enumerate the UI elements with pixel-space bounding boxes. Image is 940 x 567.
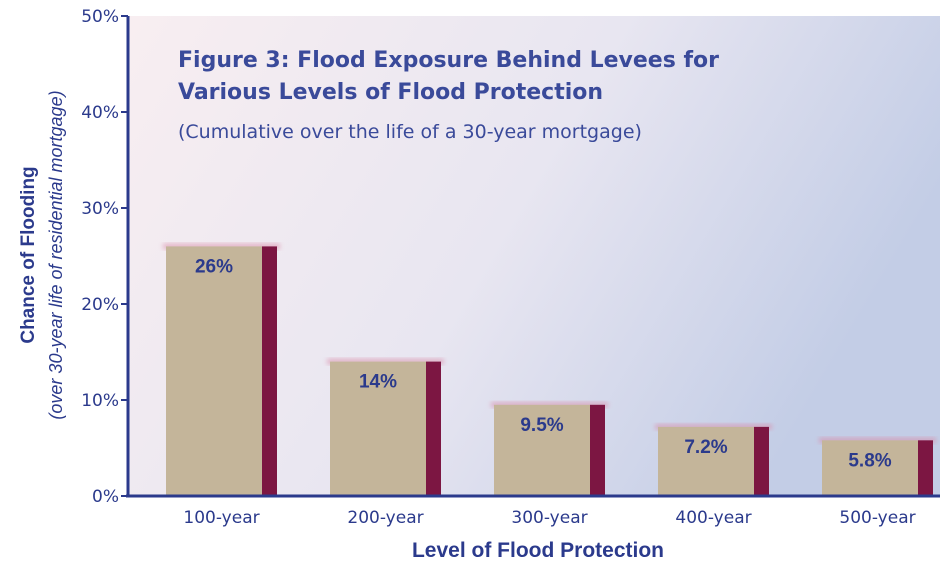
chart-subtitle: (Cumulative over the life of a 30-year m… [178,121,642,143]
bar-side-300-year [590,404,605,496]
data-label: 7.2% [684,437,727,458]
bar-500-year [822,440,918,496]
y-tick-label: 40% [81,103,119,123]
data-label: 5.8% [848,450,891,471]
bar-300-year [494,404,590,496]
x-ticks-group: 100-year 200-year 300-year 400-year 500-year [183,508,915,528]
chart-title-line1: Figure 3: Flood Exposure Behind Levees f… [178,48,719,73]
data-label: 14% [359,372,397,393]
y-tick-label: 50% [81,7,119,27]
x-tick-label: 300-year [511,508,587,528]
bar-side-400-year [754,426,769,496]
y-axis-sublabel: (over 30-year life of residential mortga… [46,90,66,419]
data-label: 26% [195,256,233,277]
y-tick-label: 20% [81,295,119,315]
bar-side-100-year [262,246,277,496]
y-tick-label: 30% [81,199,119,219]
x-tick-label: 500-year [839,508,915,528]
bars-group: 26% 14% 9.5% 7.2% 5.8% [163,243,936,496]
y-ticks-group: 0% 10% 20% 30% 40% 50% [81,7,128,507]
bar-side-500-year [918,440,933,496]
y-tick-label: 0% [92,487,119,507]
bar-400-year [658,426,754,496]
bar-100-year [166,246,262,496]
x-tick-label: 400-year [675,508,751,528]
y-axis-label: Chance of Flooding [18,166,39,343]
x-tick-label: 200-year [347,508,423,528]
bar-side-200-year [426,361,441,496]
x-axis-label: Level of Flood Protection [412,539,664,562]
bar-200-year [330,361,426,496]
chart-title-line2: Various Levels of Flood Protection [178,80,603,105]
data-label: 9.5% [520,415,563,436]
y-tick-label: 10% [81,391,119,411]
x-tick-label: 100-year [183,508,259,528]
